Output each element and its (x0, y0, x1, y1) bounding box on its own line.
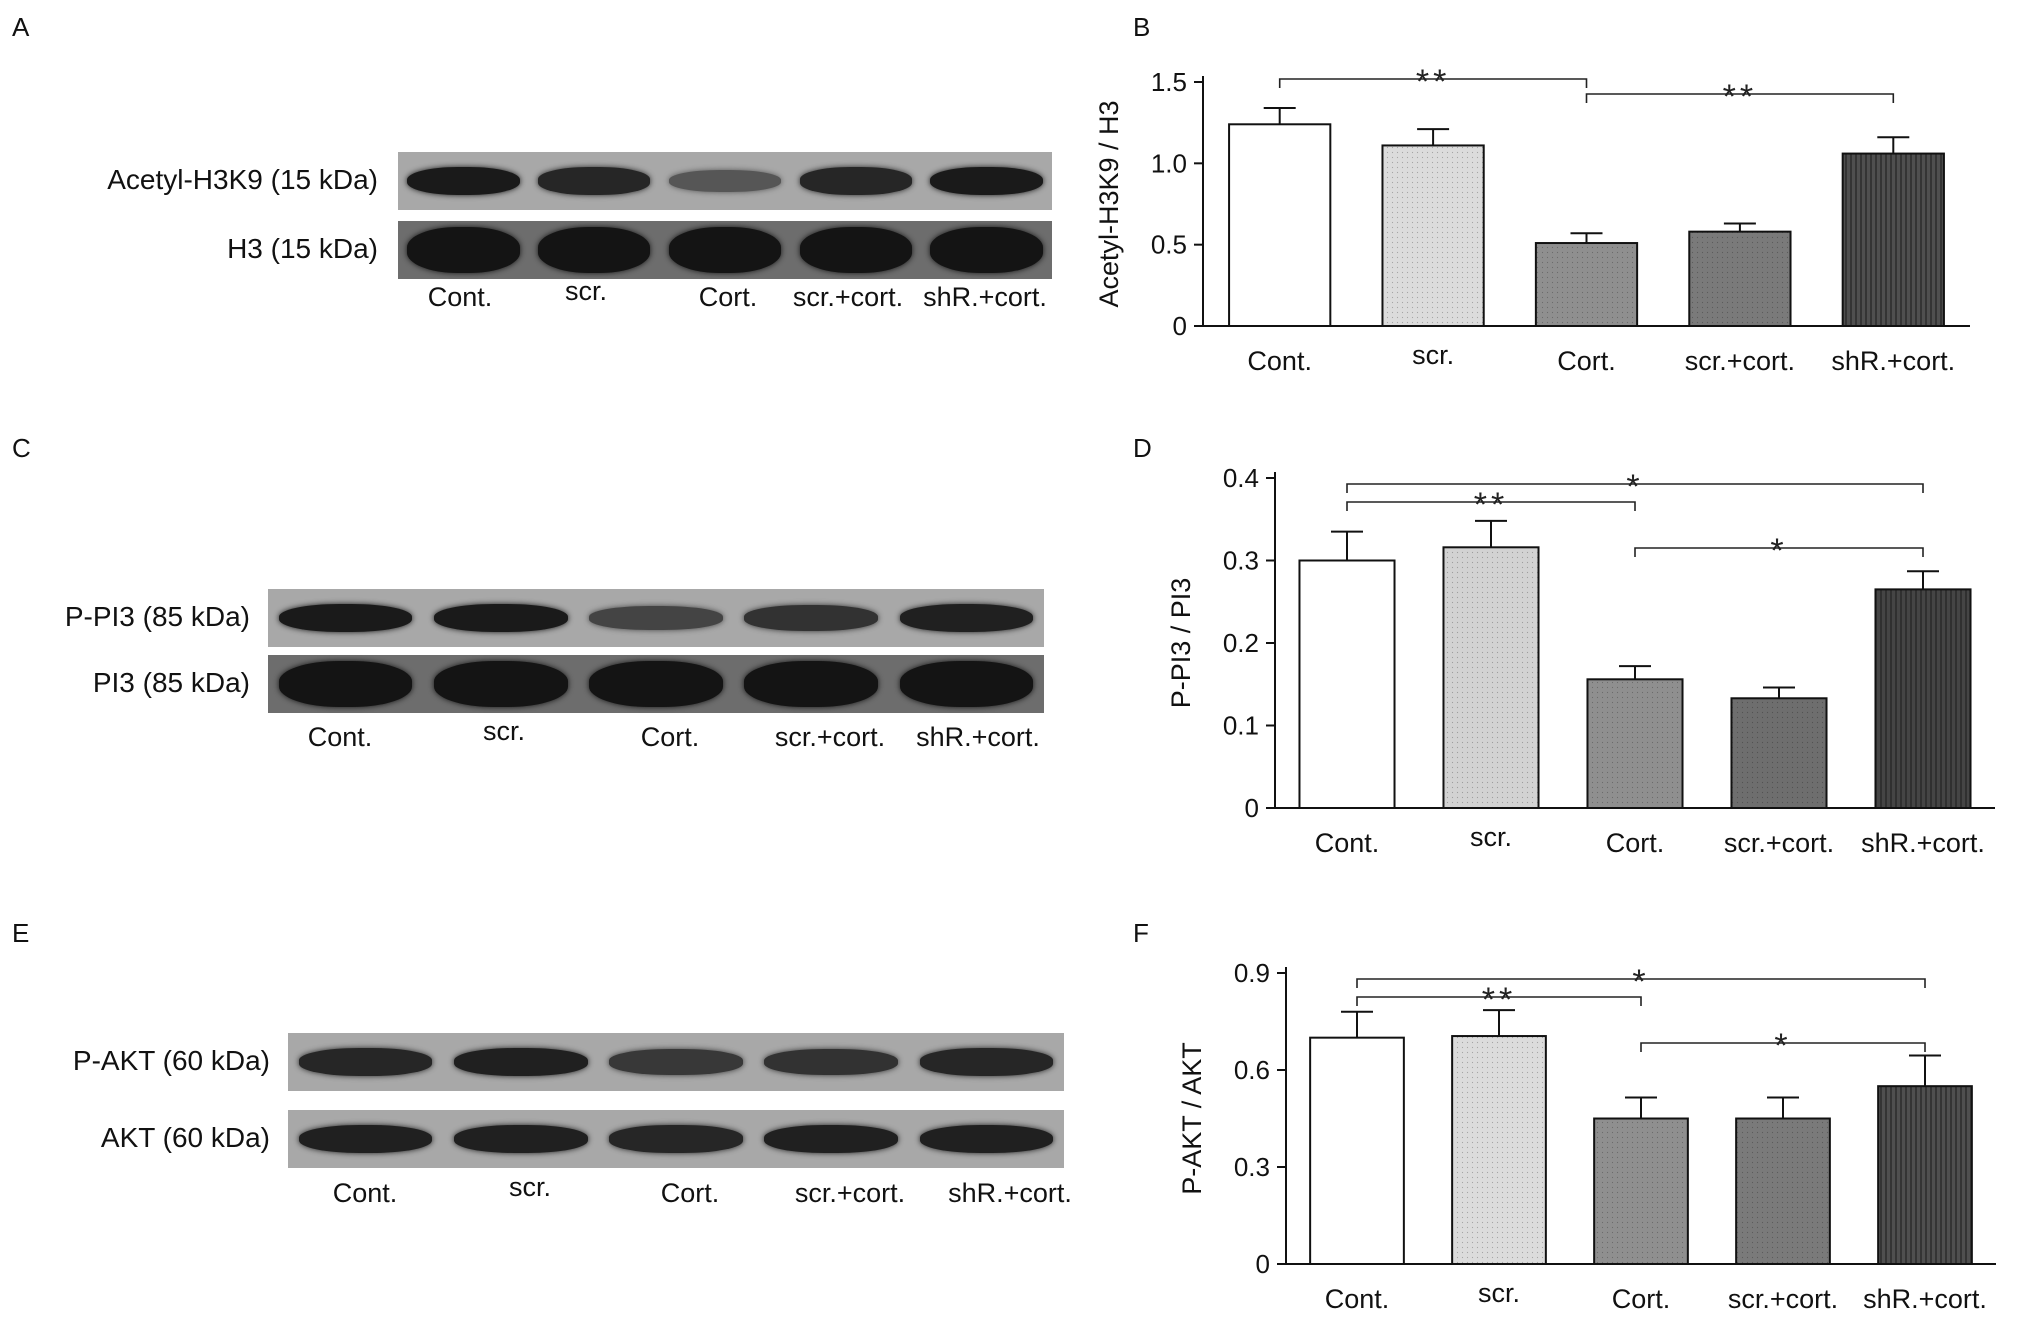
blot-band (899, 661, 1034, 707)
blot-band (930, 227, 1043, 273)
protein-label: PI3 (85 kDa) (92, 667, 250, 698)
bar (1381, 144, 1485, 327)
lane-label: scr. (508, 1172, 552, 1202)
blot-band (919, 1125, 1054, 1153)
lane-label: Cont. (332, 1178, 398, 1208)
blot-band (589, 661, 723, 707)
bar (1228, 123, 1332, 327)
blot-band (407, 227, 520, 273)
bar (1841, 152, 1945, 327)
panel-letter-a: A (12, 12, 30, 42)
lane-label: shR.+cort. (923, 282, 1047, 312)
x-tick-label: shR.+cort. (1831, 346, 1955, 376)
blot-band (668, 227, 782, 273)
blot-band (744, 605, 878, 631)
blot-band (298, 1048, 433, 1076)
bar (1534, 242, 1639, 327)
protein-label: Acetyl-H3K9 (15 kDa) (107, 164, 378, 195)
blot-band (799, 227, 913, 273)
x-tick-label: scr. (1412, 340, 1454, 370)
protein-label: P-PI3 (85 kDa) (64, 601, 250, 632)
blot-strip (288, 1110, 1064, 1168)
blot-band (899, 604, 1034, 632)
blot-strip (398, 152, 1052, 210)
y-tick-label: 0 (1173, 311, 1187, 341)
lane-label: shR.+cort. (916, 722, 1040, 752)
blot-band (537, 167, 651, 195)
blot-band (799, 167, 913, 195)
lane-label: scr.+cort. (792, 282, 904, 312)
lane-label: scr.+cort. (774, 722, 886, 752)
lane-label: Cort. (640, 722, 700, 752)
significance-label: ** (1723, 78, 1757, 116)
blot-band (298, 1125, 433, 1153)
y-tick-label: 1.5 (1151, 67, 1187, 97)
blot-band (764, 1125, 898, 1153)
blot-band (919, 1048, 1054, 1076)
protein-label: H3 (15 kDa) (227, 233, 378, 264)
lane-label: scr.+cort. (794, 1178, 906, 1208)
blot-band (278, 603, 413, 633)
lane-label: shR.+cort. (948, 1178, 1072, 1208)
blot-strip (288, 1033, 1064, 1091)
lane-label: scr. (482, 716, 526, 746)
x-tick-label: Cont. (1247, 346, 1312, 376)
blot-band (434, 661, 568, 707)
blot-band (407, 166, 520, 196)
significance-bracket (1278, 78, 1588, 88)
blot-band (278, 661, 413, 707)
panel-letter-e: E (12, 918, 30, 948)
blot-strip (398, 221, 1052, 279)
x-tick-label: scr.+cort. (1685, 346, 1795, 376)
panel-letter-d: D (1133, 433, 1152, 463)
blot-band (764, 1049, 898, 1075)
blot-band (609, 1049, 743, 1075)
y-tick-label: 1.0 (1151, 148, 1187, 178)
y-axis-label: Acetyl-H3K9 / H3 (1094, 100, 1124, 307)
blot-band (930, 166, 1043, 196)
protein-label: P-AKT (60 kDa) (72, 1045, 270, 1076)
blot-band (537, 227, 651, 273)
lane-label: Cont. (427, 282, 493, 312)
protein-label: AKT (60 kDa) (100, 1122, 270, 1153)
blot-band (744, 661, 878, 707)
x-tick-label: Cort. (1557, 346, 1616, 376)
blot-band (589, 606, 723, 630)
significance-label: ** (1416, 63, 1450, 101)
blot-band (668, 170, 782, 192)
blot-band (434, 603, 568, 633)
significance-bracket (1585, 93, 1895, 103)
panel-letter-f: F (1133, 918, 1149, 948)
panel-letter-c: C (12, 433, 31, 463)
blot-strip (268, 655, 1044, 713)
lane-label: Cort. (660, 1178, 720, 1208)
panel-letter-b: B (1133, 12, 1151, 42)
lane-label: scr. (564, 276, 608, 306)
lane-label: Cont. (307, 722, 373, 752)
blot-band (454, 1125, 588, 1153)
bar (1688, 230, 1792, 327)
blot-band (609, 1125, 743, 1153)
y-tick-label: 0.5 (1151, 230, 1187, 260)
blot-band (454, 1048, 588, 1076)
blot-strip (268, 589, 1044, 647)
lane-label: Cort. (698, 282, 758, 312)
